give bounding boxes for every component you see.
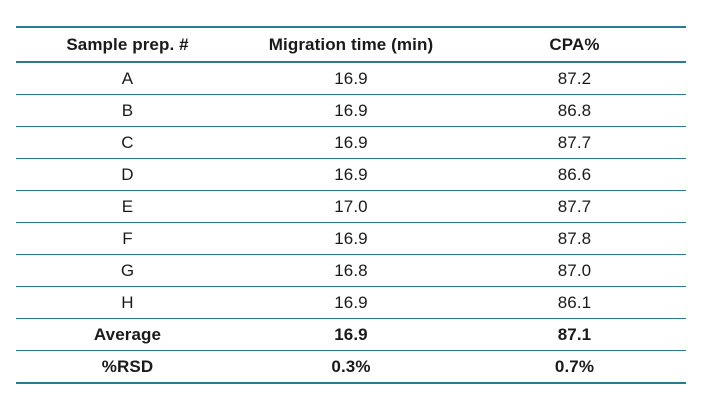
migration-time-cell: 16.9 bbox=[239, 158, 463, 191]
column-header-sample-prep: Sample prep. # bbox=[16, 26, 239, 63]
average-migration-time: 16.9 bbox=[239, 318, 463, 351]
average-label: Average bbox=[16, 318, 239, 351]
table-row: A 16.9 87.2 bbox=[16, 62, 686, 95]
cpa-cell: 87.8 bbox=[463, 222, 686, 255]
migration-time-cell: 16.8 bbox=[239, 254, 463, 287]
cpa-cell: 87.0 bbox=[463, 254, 686, 287]
migration-time-cell: 16.9 bbox=[239, 286, 463, 319]
cpa-cell: 86.8 bbox=[463, 94, 686, 127]
sample-cell: A bbox=[16, 62, 239, 95]
results-table-container: Sample prep. # Migration time (min) CPA%… bbox=[16, 26, 686, 384]
sample-cell: H bbox=[16, 286, 239, 319]
table-header: Sample prep. # Migration time (min) CPA% bbox=[16, 26, 686, 63]
table-row: B 16.9 86.8 bbox=[16, 94, 686, 127]
average-row: Average 16.9 87.1 bbox=[16, 318, 686, 351]
cpa-cell: 87.7 bbox=[463, 190, 686, 223]
table-row: C 16.9 87.7 bbox=[16, 126, 686, 159]
results-table: Sample prep. # Migration time (min) CPA%… bbox=[16, 26, 686, 384]
rsd-cpa: 0.7% bbox=[463, 350, 686, 384]
table-row: H 16.9 86.1 bbox=[16, 286, 686, 319]
rsd-label: %RSD bbox=[16, 350, 239, 384]
migration-time-cell: 16.9 bbox=[239, 94, 463, 127]
sample-cell: E bbox=[16, 190, 239, 223]
table-row: D 16.9 86.6 bbox=[16, 158, 686, 191]
average-cpa: 87.1 bbox=[463, 318, 686, 351]
sample-cell: F bbox=[16, 222, 239, 255]
migration-time-cell: 16.9 bbox=[239, 62, 463, 95]
sample-cell: G bbox=[16, 254, 239, 287]
migration-time-cell: 16.9 bbox=[239, 126, 463, 159]
migration-time-cell: 16.9 bbox=[239, 222, 463, 255]
table-row: E 17.0 87.7 bbox=[16, 190, 686, 223]
column-header-cpa: CPA% bbox=[463, 26, 686, 63]
rsd-row: %RSD 0.3% 0.7% bbox=[16, 350, 686, 384]
table-body: A 16.9 87.2 B 16.9 86.8 C 16.9 87.7 D 16… bbox=[16, 62, 686, 384]
cpa-cell: 87.7 bbox=[463, 126, 686, 159]
sample-cell: D bbox=[16, 158, 239, 191]
header-row: Sample prep. # Migration time (min) CPA% bbox=[16, 26, 686, 63]
cpa-cell: 86.6 bbox=[463, 158, 686, 191]
migration-time-cell: 17.0 bbox=[239, 190, 463, 223]
rsd-migration-time: 0.3% bbox=[239, 350, 463, 384]
column-header-migration-time: Migration time (min) bbox=[239, 26, 463, 63]
table-row: F 16.9 87.8 bbox=[16, 222, 686, 255]
sample-cell: C bbox=[16, 126, 239, 159]
cpa-cell: 87.2 bbox=[463, 62, 686, 95]
cpa-cell: 86.1 bbox=[463, 286, 686, 319]
table-row: G 16.8 87.0 bbox=[16, 254, 686, 287]
sample-cell: B bbox=[16, 94, 239, 127]
